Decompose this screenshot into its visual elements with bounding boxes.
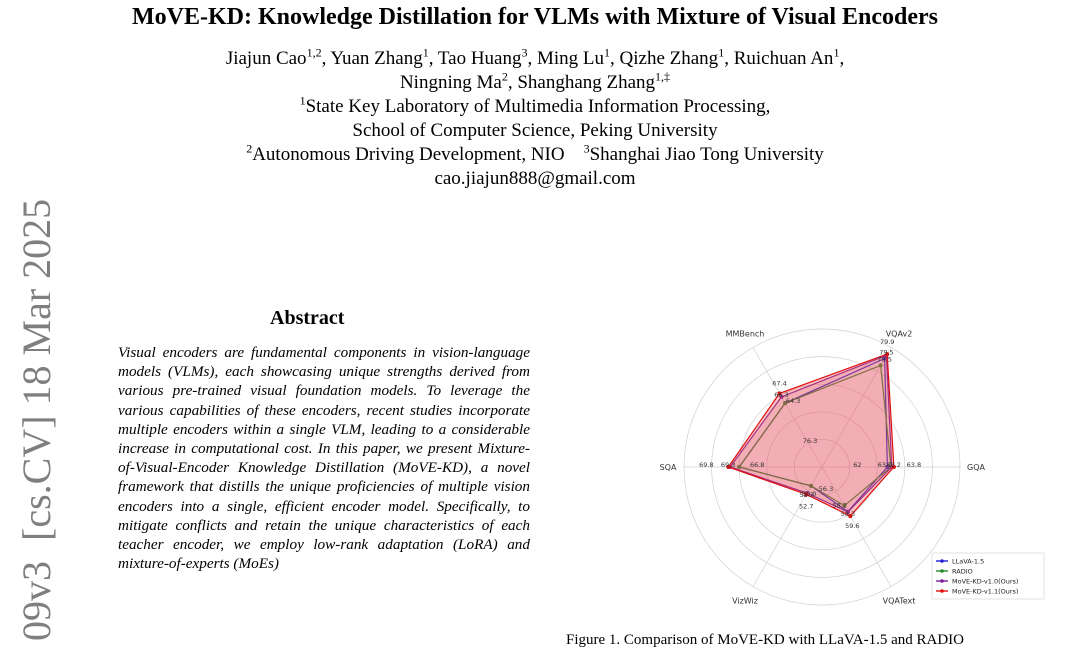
series-point [777, 391, 782, 396]
value-label: 58.2 [833, 502, 847, 510]
series-point [804, 492, 809, 497]
value-label: 58.3 [841, 510, 855, 518]
value-label: 59.6 [845, 522, 859, 530]
author-affiliation-mark: 1 [718, 45, 725, 60]
author-name: Qizhe Zhang [619, 48, 719, 69]
legend-label: RADIO [952, 568, 973, 576]
legend-label: MoVE-KD-v1.1(Ours) [952, 588, 1018, 596]
value-label: 69.3 [721, 461, 735, 469]
axis-label: GQA [967, 463, 985, 472]
axis-label: SQA [660, 463, 677, 472]
value-label: 66.8 [750, 461, 764, 469]
series-point [885, 465, 890, 469]
grid-spoke [752, 347, 823, 468]
series-point [726, 465, 731, 469]
axis-label: MMBench [726, 330, 765, 339]
author-affiliation-mark: 3 [521, 45, 528, 60]
figure-caption: Figure 1. Comparison of MoVE-KD with LLa… [566, 632, 965, 648]
series-point [842, 503, 847, 508]
author-name: Ruichuan An [733, 48, 834, 69]
value-label: 52.7 [799, 502, 813, 510]
value-label: 62 [853, 461, 861, 469]
legend-marker [940, 589, 944, 593]
radar-chart: VQAv2 GQA VQAText VizWiz SQA MMBench 79.9 79.5 7… [640, 300, 1070, 651]
affiliation-1a: 1State Key Laboratory of Multimedia Info… [299, 93, 771, 117]
radar-svg: VQAv2GQAVQATextVizWizSQAMMBench79.979.57… [660, 328, 1045, 605]
arxiv-watermark: 09v3 [cs.CV] 18 Mar 2025 [14, 198, 59, 641]
axis-label: VQAv2 [886, 330, 913, 339]
value-label: 56.3 [819, 485, 833, 493]
value-label: 79.9 [880, 338, 894, 346]
author-line-2: Ningning Ma2, Shanghang Zhang1,‡ [399, 69, 671, 93]
author-name: Ningning Ma [399, 72, 502, 93]
series-point [779, 394, 784, 399]
author-name: Yuan Zhang [330, 48, 423, 69]
value-label: 76.3 [803, 437, 817, 445]
legend-marker [940, 569, 944, 573]
series-point [845, 509, 850, 514]
legend-marker [940, 579, 944, 583]
value-label: 79.5 [879, 348, 893, 356]
author-name: Tao Huang [437, 48, 522, 69]
value-label: 52.3 [800, 491, 814, 499]
author-name: Jiajun Cao [225, 48, 307, 69]
legend-marker [940, 559, 944, 563]
series-point [882, 356, 887, 361]
axis-label: VQAText [883, 596, 916, 605]
author-email[interactable]: cao.jiajun888@gmail.com [434, 168, 636, 189]
abstract-heading: Abstract [270, 307, 345, 329]
series-point [885, 352, 890, 357]
author-affiliation-mark: 1 [833, 45, 840, 60]
author-affiliation-mark: 1 [422, 45, 429, 60]
value-label: 66.3 [774, 391, 788, 399]
affiliation-2-3: 2Autonomous Driving Development, NIO 3Sh… [246, 141, 824, 165]
affiliation-1b: School of Computer Science, Peking Unive… [352, 120, 718, 141]
author-affiliation-mark: 1,‡ [655, 69, 671, 84]
author-block: Jiajun Cao1,2, Yuan Zhang1, Tao Huang3, … [0, 47, 1070, 191]
value-label: 69.8 [699, 461, 713, 469]
value-label: 78.5 [877, 355, 891, 363]
author-affiliation-mark: 1,2 [306, 45, 322, 60]
author-line-1: Jiajun Cao1,2, Yuan Zhang1, Tao Huang3, … [225, 45, 845, 69]
author-name: Shanghang Zhang [517, 72, 656, 93]
value-label: 63.2 [886, 461, 900, 469]
axis-label: VizWiz [732, 596, 758, 605]
grid-spoke [821, 466, 892, 587]
grid-spoke [821, 347, 892, 468]
paper-title: MoVE-KD: Knowledge Distillation for VLMs… [132, 4, 938, 30]
author-name: Ming Lu [537, 48, 605, 69]
value-label: 67.4 [772, 379, 786, 387]
author-affiliation-mark: 2 [501, 69, 508, 84]
value-label: 63.0 [878, 461, 892, 469]
series-point [878, 363, 883, 368]
series-point [891, 465, 896, 469]
author-affiliation-mark: 1 [604, 45, 611, 60]
legend-label: MoVE-KD-v1.0(Ours) [952, 578, 1018, 586]
series-point [848, 514, 853, 519]
abstract-text: Visual encoders are fundamental componen… [118, 344, 530, 573]
value-label: 50.0 [802, 490, 816, 498]
value-label: 63.8 [907, 461, 921, 469]
value-label: 64.3 [786, 397, 800, 405]
series-point [783, 401, 788, 406]
legend-label: LLaVA-1.5 [952, 558, 984, 566]
legend-box [931, 552, 1045, 600]
series-point [737, 465, 742, 469]
series-point [809, 483, 814, 488]
